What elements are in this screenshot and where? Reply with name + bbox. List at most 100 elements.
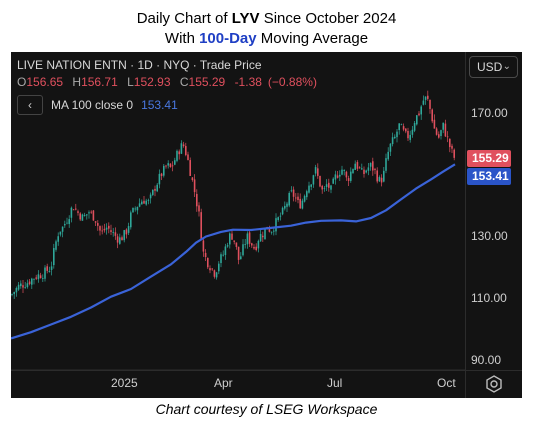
- candle-body: [141, 201, 143, 205]
- x-tick-label: Jul: [327, 376, 343, 390]
- candle-body: [123, 230, 125, 241]
- candle-body: [103, 228, 106, 231]
- candle-body: [121, 237, 123, 241]
- candle-body: [365, 170, 367, 173]
- candle-body: [81, 214, 84, 221]
- candle-body: [383, 170, 385, 182]
- candle-body: [332, 178, 334, 184]
- collapse-legend-button[interactable]: ‹: [17, 95, 43, 115]
- candle-body: [446, 136, 449, 138]
- candle-body: [317, 168, 319, 176]
- candle-body: [33, 278, 35, 280]
- candle-body: [92, 210, 95, 221]
- candle-body: [310, 184, 312, 187]
- candle-body: [244, 244, 246, 245]
- candle-body: [248, 232, 251, 244]
- candle-body: [176, 150, 178, 161]
- candle-body: [334, 174, 337, 180]
- candle-body: [86, 214, 88, 216]
- candle-body: [156, 184, 158, 192]
- candle-body: [72, 209, 75, 211]
- candle-body: [46, 266, 48, 271]
- candle-body: [301, 200, 304, 209]
- candle-body: [235, 242, 238, 247]
- candle-body: [277, 217, 279, 220]
- candle-body: [330, 185, 332, 190]
- candle-body: [314, 167, 317, 174]
- candle-body: [284, 205, 286, 209]
- candle-body: [112, 232, 114, 233]
- candle-body: [138, 203, 141, 207]
- candle-body: [68, 219, 70, 224]
- candle-body: [440, 130, 442, 136]
- candle-body: [224, 246, 227, 256]
- candle-body: [209, 268, 211, 271]
- candle-body: [143, 200, 145, 204]
- candle-body: [101, 230, 103, 232]
- candle-body: [193, 179, 196, 193]
- candle-body: [299, 198, 301, 209]
- candle-body: [409, 134, 411, 140]
- candle-body: [336, 175, 339, 178]
- candle-body: [105, 227, 108, 230]
- candle-body: [361, 168, 363, 170]
- candle-body: [134, 208, 136, 210]
- candle-body: [200, 212, 202, 241]
- candle-body: [130, 212, 132, 228]
- title-highlight: 100-Day: [199, 30, 257, 47]
- candle-body: [427, 95, 429, 99]
- chevron-down-icon: ⌄: [502, 61, 511, 72]
- candle-body: [275, 218, 277, 232]
- candlestick-series: [11, 90, 455, 299]
- candle-body: [376, 170, 378, 182]
- candle-body: [286, 203, 288, 207]
- currency-dropdown[interactable]: USD ⌄: [469, 56, 518, 78]
- candle-body: [350, 171, 352, 181]
- time-axis-divider: [11, 370, 522, 371]
- chart-frame[interactable]: USD ⌄ LIVE NATION ENTN · 1D · NYQ · Trade…: [11, 52, 522, 398]
- candle-body: [229, 233, 231, 245]
- candle-body: [363, 169, 365, 175]
- x-tick-label: Oct: [437, 376, 456, 390]
- candle-body: [61, 226, 64, 232]
- candle-body: [374, 168, 376, 170]
- candle-body: [435, 128, 438, 135]
- plot-area[interactable]: [11, 52, 465, 370]
- candle-body: [319, 175, 321, 187]
- candle-body: [391, 137, 394, 145]
- y-tick-label: 90.00: [471, 353, 502, 367]
- candle-body: [28, 281, 31, 285]
- x-tick-label: 2025: [111, 376, 138, 390]
- candle-body: [312, 175, 315, 185]
- candle-body: [237, 246, 240, 260]
- candle-body: [422, 100, 425, 105]
- y-tick-label: 110.00: [471, 291, 507, 305]
- candle-body: [160, 173, 163, 177]
- gear-icon[interactable]: [484, 374, 504, 394]
- candle-body: [207, 257, 209, 268]
- candle-body: [424, 96, 427, 100]
- candle-body: [211, 268, 213, 270]
- ohlc-close: 155.29: [188, 75, 226, 89]
- candle-body: [402, 126, 405, 130]
- candle-body: [449, 138, 451, 148]
- ohlc-high: 156.71: [81, 75, 118, 89]
- chart-title-line-2: With 100-Day Moving Average: [164, 30, 369, 47]
- candle-body: [389, 143, 392, 152]
- candle-body: [83, 215, 86, 217]
- candle-body: [57, 236, 59, 242]
- candle-body: [400, 124, 403, 126]
- candle-body: [378, 177, 381, 182]
- candle-body: [152, 189, 154, 195]
- candle-body: [39, 275, 42, 279]
- candle-body: [99, 226, 101, 231]
- candle-body: [171, 165, 174, 167]
- candle-body: [407, 130, 409, 139]
- candle-body: [431, 109, 433, 122]
- candle-body: [220, 254, 222, 264]
- candle-body: [306, 191, 308, 198]
- candle-body: [444, 123, 447, 137]
- candle-body: [167, 163, 169, 166]
- candle-body: [325, 184, 328, 187]
- candle-body: [345, 171, 348, 178]
